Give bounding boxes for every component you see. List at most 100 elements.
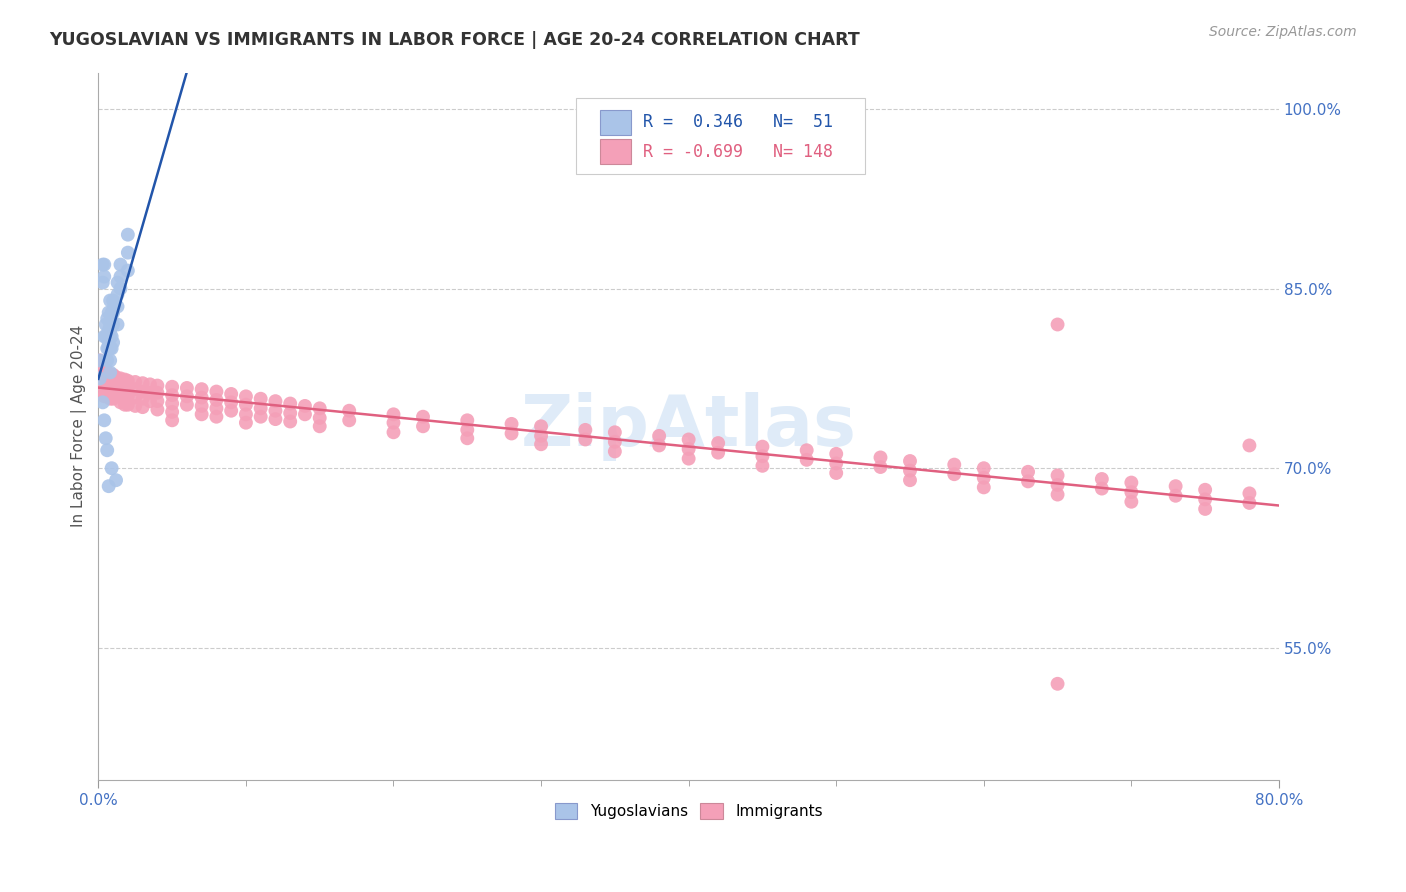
Point [89, 371, 111, 385]
Point [160, 396, 183, 410]
Point [707, 436, 730, 450]
Point [382, 425, 405, 440]
Point [160, 388, 183, 402]
Point [530, 429, 553, 443]
Point [456, 423, 478, 437]
Point [98, 384, 121, 398]
Point [100, 342, 122, 356]
Point [1164, 479, 1187, 493]
Point [90, 359, 112, 374]
Point [190, 407, 212, 421]
Point [124, 399, 146, 413]
Point [648, 438, 671, 452]
Point [603, 434, 626, 449]
Point [205, 392, 228, 407]
Point [124, 375, 146, 389]
Point [412, 409, 434, 424]
Point [235, 416, 257, 430]
Point [1194, 483, 1216, 497]
Point [98, 318, 121, 332]
Point [105, 385, 128, 400]
Point [94, 431, 117, 445]
Point [456, 431, 478, 445]
Point [1239, 496, 1261, 510]
Point [294, 407, 316, 421]
Point [146, 385, 169, 400]
Point [160, 380, 183, 394]
Point [97, 342, 120, 356]
Point [98, 365, 121, 379]
Point [264, 403, 287, 417]
Point [97, 389, 120, 403]
Point [117, 398, 139, 412]
Point [110, 371, 132, 385]
Point [107, 287, 129, 301]
Y-axis label: In Labor Force | Age 20-24: In Labor Force | Age 20-24 [72, 326, 87, 527]
Point [1121, 485, 1143, 500]
Point [117, 227, 139, 242]
Text: Source: ZipAtlas.com: Source: ZipAtlas.com [1209, 25, 1357, 39]
Point [93, 365, 115, 379]
Point [205, 409, 228, 424]
Point [93, 377, 115, 392]
Point [382, 416, 405, 430]
Text: R = -0.699   N= 148: R = -0.699 N= 148 [643, 143, 832, 161]
Point [751, 458, 773, 473]
Point [825, 447, 848, 461]
Point [94, 387, 117, 401]
Point [107, 318, 129, 332]
Point [1194, 492, 1216, 507]
Point [294, 399, 316, 413]
Point [1046, 318, 1069, 332]
Point [648, 429, 671, 443]
Point [94, 363, 117, 377]
Point [337, 403, 360, 417]
Point [97, 323, 120, 337]
Point [90, 371, 112, 385]
Point [869, 450, 891, 465]
Point [94, 371, 117, 385]
Point [219, 395, 242, 409]
Point [110, 395, 132, 409]
Point [146, 402, 169, 417]
Point [973, 471, 995, 485]
Point [751, 440, 773, 454]
Point [117, 374, 139, 388]
Point [97, 305, 120, 319]
Point [160, 413, 183, 427]
Point [131, 400, 153, 414]
Point [96, 353, 118, 368]
Point [91, 359, 114, 374]
Point [93, 389, 115, 403]
Point [98, 368, 121, 382]
Point [97, 342, 120, 356]
Point [110, 258, 132, 272]
Point [117, 389, 139, 403]
Point [869, 460, 891, 475]
Point [117, 245, 139, 260]
Text: YUGOSLAVIAN VS IMMIGRANTS IN LABOR FORCE | AGE 20-24 CORRELATION CHART: YUGOSLAVIAN VS IMMIGRANTS IN LABOR FORCE… [49, 31, 860, 49]
Point [278, 396, 301, 410]
Text: R =  0.346   N=  51: R = 0.346 N= 51 [643, 113, 832, 131]
Point [1017, 475, 1039, 489]
Point [100, 305, 122, 319]
Point [1164, 489, 1187, 503]
Point [176, 398, 198, 412]
Point [943, 458, 966, 472]
Point [146, 394, 169, 409]
Point [97, 335, 120, 350]
Point [131, 376, 153, 391]
Point [574, 433, 596, 447]
Point [176, 389, 198, 403]
Point [205, 384, 228, 399]
Point [117, 381, 139, 395]
Point [530, 419, 553, 434]
Point [176, 381, 198, 395]
Point [93, 371, 115, 385]
Point [105, 370, 128, 384]
Legend: Yugoslavians, Immigrants: Yugoslavians, Immigrants [548, 797, 830, 825]
Point [308, 419, 330, 434]
Point [105, 377, 128, 392]
Point [91, 377, 114, 392]
Point [501, 426, 523, 441]
